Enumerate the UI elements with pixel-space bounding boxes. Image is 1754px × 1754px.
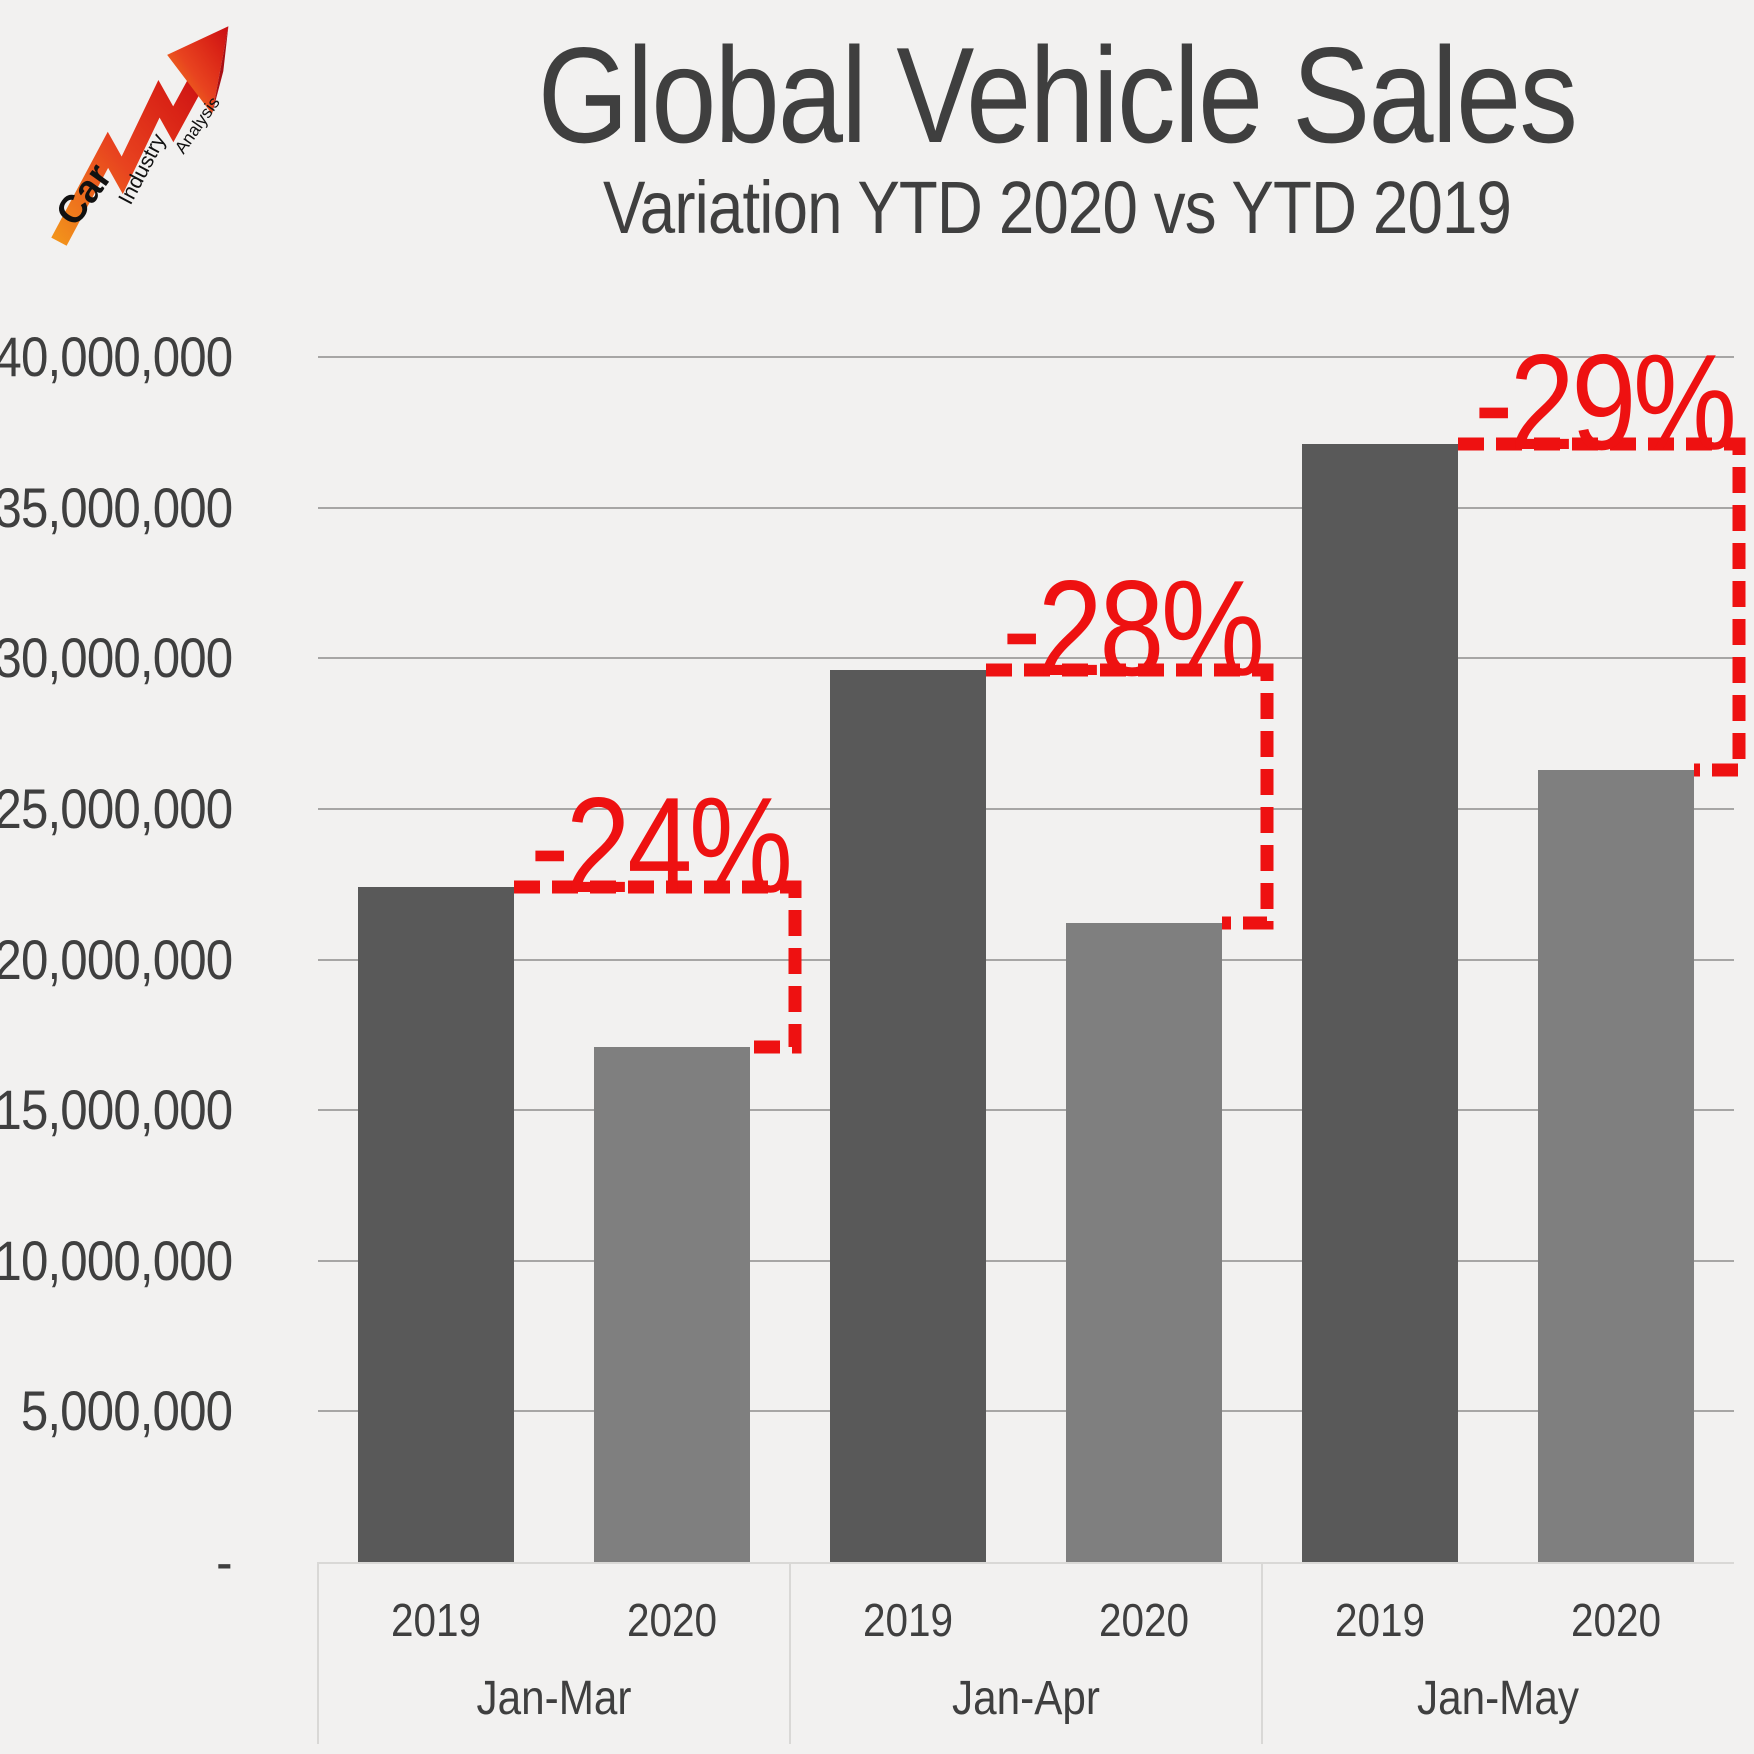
bar-2020-jan-may	[1538, 770, 1694, 1562]
x-axis-baseline	[318, 1562, 1734, 1564]
gridline	[318, 657, 1734, 659]
gridline	[318, 959, 1734, 961]
y-axis-tick-label: 20,000,000	[0, 928, 233, 991]
year-label: 2019	[1334, 1594, 1426, 1646]
category-divider	[789, 1562, 791, 1744]
y-axis-tick-label: 15,000,000	[0, 1078, 233, 1141]
gridline	[318, 1260, 1734, 1262]
bar-2019-jan-may	[1302, 444, 1458, 1562]
gridline	[318, 356, 1734, 358]
year-label: 2019	[390, 1594, 482, 1646]
bar-2020-jan-mar	[594, 1047, 750, 1562]
category-label-jan-apr: Jan-Apr	[952, 1672, 1100, 1725]
y-axis-tick-label: 35,000,000	[0, 476, 233, 539]
y-axis-tick-label: 5,000,000	[20, 1379, 233, 1442]
category-divider	[1261, 1562, 1263, 1744]
y-axis-tick-label: 30,000,000	[0, 626, 233, 689]
car-industry-analysis-logo: Car Industry Analysis	[48, 26, 229, 246]
delta-label-jan-may: -29%	[1473, 326, 1737, 478]
gridline	[318, 1410, 1734, 1412]
category-label-jan-mar: Jan-Mar	[476, 1672, 632, 1725]
gridline	[318, 507, 1734, 509]
y-axis-tick-label: 40,000,000	[0, 325, 233, 388]
chart-title: Global Vehicle Sales	[537, 19, 1578, 171]
gridline	[318, 1109, 1734, 1111]
year-label: 2020	[1098, 1594, 1190, 1646]
year-label: 2020	[626, 1594, 718, 1646]
category-label-jan-may: Jan-May	[1417, 1672, 1579, 1725]
year-label: 2019	[862, 1594, 954, 1646]
y-axis-tick-label: 10,000,000	[0, 1229, 233, 1292]
bar-2019-jan-mar	[358, 887, 514, 1562]
delta-label-jan-mar: -24%	[529, 769, 793, 921]
bar-2019-jan-apr	[830, 670, 986, 1562]
category-divider	[317, 1562, 319, 1744]
delta-label-jan-apr: -28%	[1001, 552, 1265, 704]
zigzag-arrow-icon	[51, 26, 229, 246]
y-axis-tick-label: 25,000,000	[0, 777, 233, 840]
bar-2020-jan-apr	[1066, 923, 1222, 1562]
bracket-jan-apr	[986, 663, 1274, 930]
y-axis-tick-label: -	[216, 1530, 232, 1593]
chart-subtitle: Variation YTD 2020 vs YTD 2019	[602, 166, 1512, 249]
bracket-jan-may	[1458, 437, 1746, 777]
year-label: 2020	[1570, 1594, 1662, 1646]
